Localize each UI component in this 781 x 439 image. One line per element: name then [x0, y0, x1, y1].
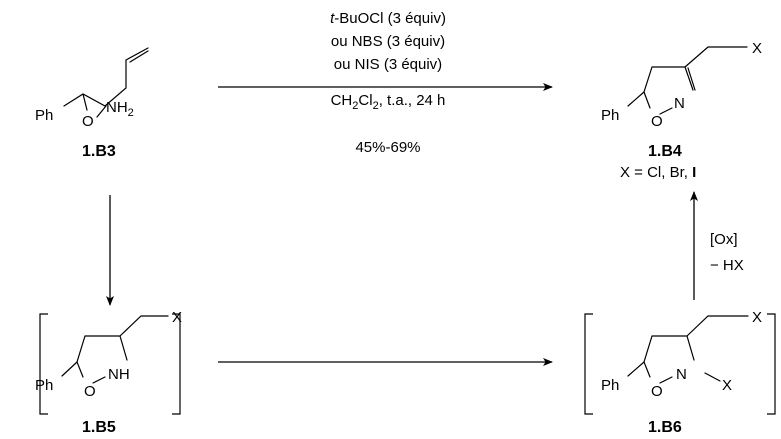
- b3-amine-label: NH2: [106, 99, 134, 119]
- b3-oxygen-label: O: [82, 113, 94, 130]
- b6-phenyl-bond: [627, 361, 645, 377]
- b5-right-bracket: [172, 313, 181, 415]
- b6-right-bracket: [767, 313, 776, 415]
- b5-compound-id: 1.B5: [82, 419, 116, 436]
- b6-phenyl-label: Ph: [601, 377, 619, 394]
- condition-solvent-line: CH2Cl2, t.a., 24 h: [331, 92, 446, 112]
- compound-1b6: Ph O N X X 1.B6: [584, 309, 776, 436]
- compound-1b5: Ph O NH X 1.B5: [35, 309, 182, 436]
- b6-compound-id: 1.B6: [648, 419, 682, 436]
- b4-oxygen-label: O: [651, 113, 663, 130]
- condition-line-1: t-BuOCl (3 équiv): [330, 10, 446, 27]
- condition-line-2: ou NBS (3 équiv): [331, 33, 445, 50]
- b5-oxygen-label: O: [84, 383, 96, 400]
- b4-phenyl-label: Ph: [601, 107, 619, 124]
- b4-nitrogen-label: N: [674, 95, 685, 112]
- b5-left-bracket: [39, 313, 48, 415]
- b6-left-bracket: [584, 313, 593, 415]
- b5-halogen-label: X: [172, 309, 182, 326]
- b5-phenyl-label: Ph: [35, 377, 53, 394]
- b3-phenyl-label: Ph: [35, 107, 53, 124]
- compound-1b4: Ph O N X 1.B4 X = Cl, Br, I: [601, 40, 762, 181]
- b5-phenyl-bond: [61, 361, 78, 377]
- b4-halogen-label: X: [752, 40, 762, 57]
- b4-ring-bonds: [643, 46, 748, 115]
- oxidant-label: [Ox]: [710, 231, 738, 248]
- b5-nh-label: NH: [108, 366, 130, 383]
- b6-nitrogen-label: N: [676, 366, 687, 383]
- b4-phenyl-bond: [627, 91, 645, 107]
- b4-x-legend: X = Cl, Br, I: [620, 164, 696, 181]
- hx-elimination-label: − HX: [710, 257, 744, 274]
- b6-oxygen-label: O: [651, 383, 663, 400]
- b6-ring-bonds: [643, 315, 749, 384]
- b4-compound-id: 1.B4: [648, 143, 682, 160]
- top-reaction-conditions: t-BuOCl (3 équiv) ou NBS (3 équiv) ou NI…: [330, 10, 446, 156]
- b3-compound-id: 1.B3: [82, 143, 116, 160]
- b6-n-halogen-label: X: [722, 377, 732, 394]
- b6-halogen-label: X: [752, 309, 762, 326]
- b3-skeleton-bonds: [63, 47, 149, 118]
- reaction-yield: 45%-69%: [355, 139, 420, 156]
- compound-1b3: Ph O NH2 1.B3: [35, 47, 149, 160]
- condition-line-3: ou NIS (3 équiv): [334, 56, 442, 73]
